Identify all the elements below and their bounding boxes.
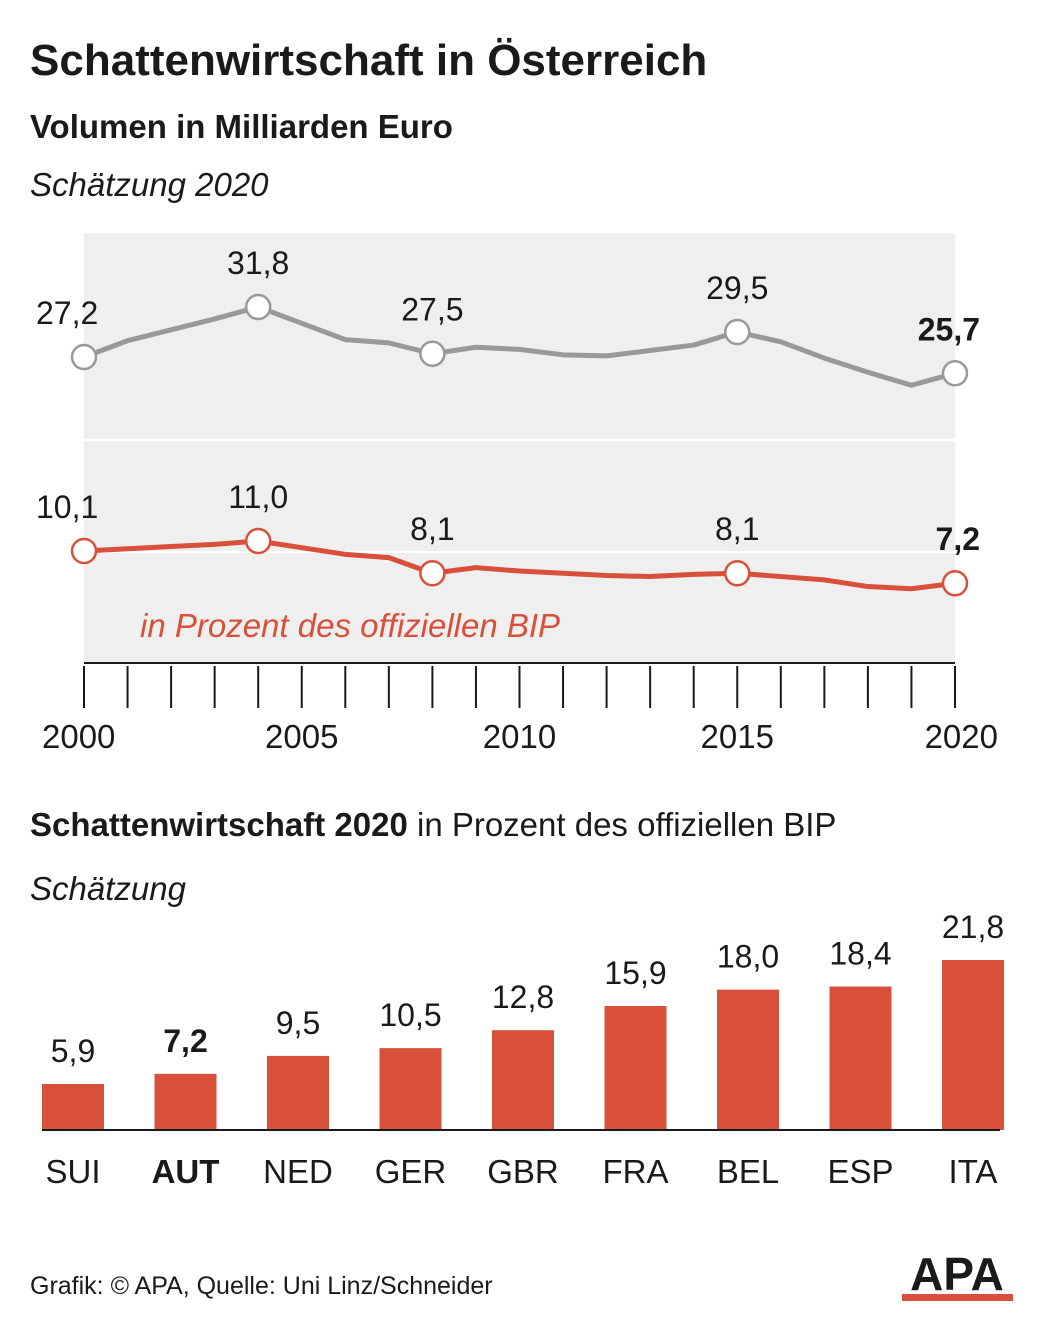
percent-point-marker xyxy=(941,569,969,597)
bar-chart: 5,9 SUI 7,2 AUT 9,5 NED 10,5 GER 12,8 GBR 15,9 FRA 1… xyxy=(42,909,1004,1190)
bar-chart-title: Schattenwirtschaft 2020 in Prozent des o… xyxy=(30,806,836,844)
bar-category-label: ESP xyxy=(827,1153,893,1190)
x-tick-label: 2015 xyxy=(701,718,774,755)
bar-category-label: FRA xyxy=(603,1153,669,1190)
x-tick-label: 2005 xyxy=(265,718,338,755)
bar-chart-title-rest: in Prozent des offiziellen BIP xyxy=(407,806,837,843)
chart-subtitle: Volumen in Milliarden Euro xyxy=(30,108,453,145)
bar xyxy=(829,986,892,1130)
line-chart: 27,2 31,8 27,5 29,5 25,7 10,1 11,0 8,1 8,1 7,2 in … xyxy=(36,233,998,755)
bar-chart-title-bold: Schattenwirtschaft 2020 xyxy=(30,806,408,843)
volume-series-line xyxy=(81,304,958,388)
bar-category-label: ITA xyxy=(949,1153,998,1190)
percent-data-label: 8,1 xyxy=(410,511,454,547)
percent-data-label: 11,0 xyxy=(228,479,288,515)
chart-title: Schattenwirtschaft in Österreich xyxy=(30,36,708,85)
bar-category-label: GBR xyxy=(487,1153,559,1190)
bar-value-label: 5,9 xyxy=(51,1033,95,1069)
plot-background xyxy=(84,233,955,663)
volume-point-marker xyxy=(244,293,272,321)
volume-data-label: 31,8 xyxy=(227,245,289,281)
bar-value-label: 18,4 xyxy=(829,936,891,972)
bar xyxy=(492,1030,554,1130)
percent-series-label: in Prozent des offiziellen BIP xyxy=(140,607,560,644)
bar-value-label: 10,5 xyxy=(379,997,441,1033)
apa-logo-graphic: APA xyxy=(902,1248,1013,1301)
bar-value-label: 15,9 xyxy=(604,955,666,991)
estimate-note: Schätzung 2020 xyxy=(30,166,269,203)
volume-point-marker xyxy=(70,343,98,371)
bar xyxy=(942,960,1004,1130)
volume-data-label: 29,5 xyxy=(706,270,768,306)
source-credit: Grafik: © APA, Quelle: Uni Linz/Schneide… xyxy=(30,1272,493,1300)
bar-category-label: AUT xyxy=(152,1153,220,1190)
bar-category-label: GER xyxy=(375,1153,447,1190)
percent-data-label: 7,2 xyxy=(936,521,980,557)
x-tick-label: 2020 xyxy=(925,718,998,755)
percent-point-marker xyxy=(244,527,272,555)
bar-estimate-note: Schätzung xyxy=(30,870,186,907)
percent-data-label: 10,1 xyxy=(36,489,98,525)
bar-value-label: 7,2 xyxy=(163,1023,207,1059)
bar-value-label: 12,8 xyxy=(492,979,554,1015)
bar xyxy=(379,1048,442,1130)
volume-data-label: 27,2 xyxy=(36,295,98,331)
apa-logo-bar xyxy=(902,1294,1013,1301)
bar-value-label: 18,0 xyxy=(717,939,779,975)
volume-point-marker xyxy=(419,340,446,367)
percent-series-line xyxy=(81,538,958,592)
volume-data-label: 27,5 xyxy=(401,292,463,328)
bar-category-label: NED xyxy=(263,1153,333,1190)
percent-data-label: 8,1 xyxy=(715,511,759,547)
x-tick-label: 2010 xyxy=(483,718,556,755)
bar xyxy=(154,1073,217,1130)
bar-value-label: 9,5 xyxy=(276,1005,320,1041)
apa-logo: APA xyxy=(900,1248,1015,1307)
volume-point-marker xyxy=(941,360,969,387)
bar-category-label: SUI xyxy=(45,1153,100,1190)
percent-point-marker xyxy=(419,559,446,587)
percent-point-marker xyxy=(70,537,98,565)
bar xyxy=(604,1006,667,1130)
bar-value-label: 21,8 xyxy=(942,909,1004,945)
bar xyxy=(717,989,779,1130)
x-tick-label: 2000 xyxy=(42,718,115,755)
bar xyxy=(267,1055,329,1130)
bar-category-label: BEL xyxy=(717,1153,779,1190)
percent-point-marker xyxy=(724,559,751,587)
volume-point-marker xyxy=(724,318,751,346)
volume-data-label: 25,7 xyxy=(918,311,980,347)
bar xyxy=(42,1083,104,1130)
apa-logo-text: APA xyxy=(910,1250,1004,1300)
